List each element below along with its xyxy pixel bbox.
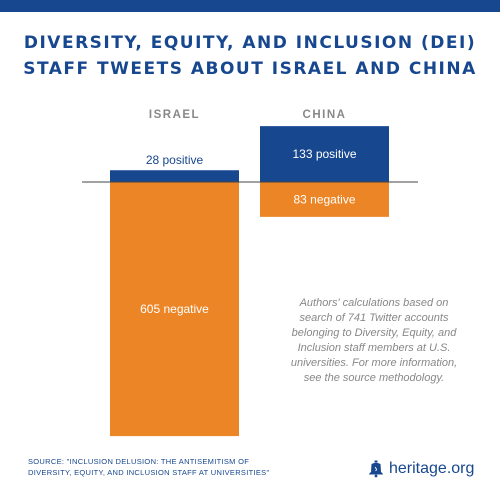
source-line-1: SOURCE: "INCLUSION DELUSION: THE ANTISEM… bbox=[28, 457, 250, 466]
bar-negative-china bbox=[260, 182, 389, 217]
chart-title: DIVERSITY, EQUITY, AND INCLUSION (DEI) S… bbox=[0, 30, 500, 82]
data-label-negative-china: 83 negative bbox=[293, 192, 355, 206]
top-bar bbox=[0, 0, 500, 12]
bar-positive-israel bbox=[110, 170, 239, 182]
title-line-2: STAFF TWEETS ABOUT ISRAEL AND CHINA bbox=[23, 59, 477, 79]
bar-negative-israel bbox=[110, 182, 239, 437]
data-label-positive-israel: 28 positive bbox=[146, 153, 204, 167]
bar-positive-china bbox=[260, 126, 389, 182]
methodology-note: Authors' calculations based on search of… bbox=[290, 297, 458, 384]
category-label-china: CHINA bbox=[303, 109, 347, 121]
liberty-bell-icon bbox=[369, 460, 383, 478]
heritage-logo: heritage.org bbox=[368, 459, 474, 479]
source-line-2: DIVERSITY, EQUITY, AND INCLUSION STAFF A… bbox=[28, 468, 270, 477]
source-citation: SOURCE: "INCLUSION DELUSION: THE ANTISEM… bbox=[28, 456, 328, 478]
data-label-negative-israel: 605 negative bbox=[140, 302, 209, 316]
logo-text: heritage.org bbox=[389, 460, 475, 477]
category-label-israel: ISRAEL bbox=[149, 109, 200, 121]
data-label-positive-china: 133 positive bbox=[292, 147, 356, 161]
title-line-1: DIVERSITY, EQUITY, AND INCLUSION (DEI) bbox=[23, 33, 477, 53]
